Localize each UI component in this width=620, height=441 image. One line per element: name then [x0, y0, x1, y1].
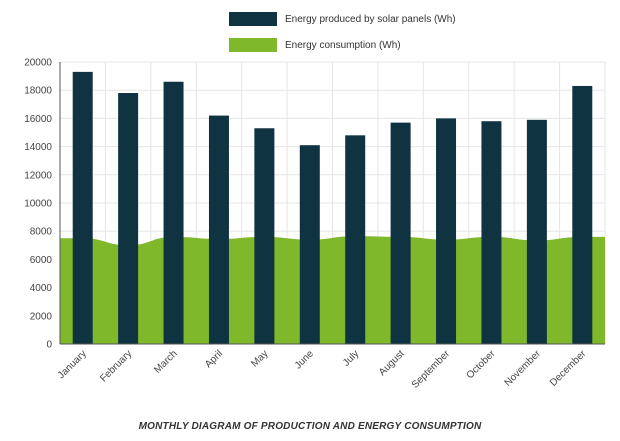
- production-bar: [526, 119, 547, 344]
- y-tick-label: 16000: [24, 114, 52, 125]
- production-bar: [345, 135, 366, 344]
- y-tick-label: 10000: [24, 199, 52, 210]
- production-bar: [572, 85, 593, 344]
- production-bar: [72, 71, 93, 345]
- y-tick-label: 4000: [30, 283, 53, 294]
- x-tick-label: January: [56, 348, 89, 381]
- consumption-area: [60, 236, 605, 344]
- x-tick-label: August: [377, 348, 407, 378]
- legend-item-production: Energy produced by solar panels (Wh): [229, 10, 456, 28]
- x-tick-label: July: [341, 348, 361, 368]
- production-bar: [481, 121, 502, 344]
- y-tick-label: 20000: [24, 58, 52, 69]
- legend-label-production: Energy produced by solar panels (Wh): [285, 13, 456, 25]
- y-tick-label: 6000: [30, 255, 53, 266]
- y-tick-label: 18000: [24, 86, 52, 97]
- x-tick-label: March: [152, 348, 179, 375]
- x-tick-label: September: [410, 348, 453, 391]
- y-tick-label: 2000: [30, 311, 53, 322]
- production-bar: [436, 118, 457, 345]
- legend-label-consumption: Energy consumption (Wh): [285, 39, 401, 51]
- legend-swatch-production: [229, 12, 277, 26]
- production-bar: [163, 81, 184, 345]
- y-tick-label: 12000: [24, 170, 52, 181]
- legend-swatch-consumption: [229, 38, 277, 52]
- x-tick-label: February: [98, 348, 134, 384]
- chart-caption: MONTHLY DIAGRAM OF PRODUCTION AND ENERGY…: [138, 421, 482, 432]
- y-tick-label: 0: [46, 340, 52, 351]
- production-bar: [118, 93, 139, 345]
- x-tick-label: October: [465, 348, 498, 381]
- production-bar: [208, 115, 229, 344]
- x-tick-label: April: [203, 348, 225, 370]
- x-tick-label: November: [503, 348, 544, 389]
- legend-item-consumption: Energy consumption (Wh): [229, 36, 456, 54]
- legend: Energy produced by solar panels (Wh) Ene…: [229, 10, 456, 62]
- x-tick-label: December: [548, 348, 589, 389]
- y-tick-label: 14000: [24, 142, 52, 153]
- production-bar: [299, 145, 320, 344]
- x-tick-label: May: [249, 348, 270, 369]
- production-bar: [390, 122, 411, 344]
- production-bar: [254, 128, 275, 344]
- x-tick-label: June: [293, 348, 316, 371]
- y-tick-label: 8000: [30, 227, 53, 238]
